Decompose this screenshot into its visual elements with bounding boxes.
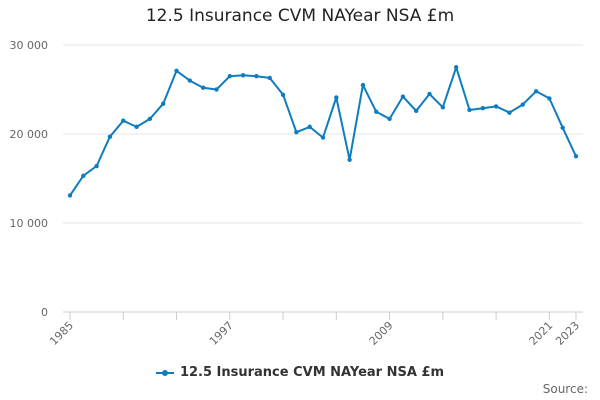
data-point[interactable] [427,91,432,97]
legend-line-marker-icon [155,368,174,378]
data-point[interactable] [307,124,312,130]
data-point[interactable] [467,107,472,113]
x-tick-label: 2021 [526,319,555,348]
y-tick-label: 20 000 [10,128,49,141]
data-point[interactable] [360,82,366,88]
legend[interactable]: 12.5 Insurance CVM NAYear NSA £m [0,365,600,382]
x-tick-label: 2009 [367,319,396,348]
y-tick-label: 10 000 [10,217,49,230]
series-line[interactable] [69,66,577,196]
data-point[interactable] [227,73,232,79]
source-credit: Source: [542,382,588,396]
series-line-group [67,65,579,198]
data-point[interactable] [320,135,326,140]
data-point[interactable] [94,163,99,169]
data-point[interactable] [573,154,579,159]
data-point[interactable] [374,109,379,114]
data-point[interactable] [453,65,459,70]
data-point[interactable] [520,102,525,107]
data-point[interactable] [240,73,246,78]
data-point[interactable] [200,85,206,90]
data-point[interactable] [533,89,539,94]
data-point[interactable] [254,73,259,79]
y-tick-label: 30 000 [10,39,49,52]
data-point[interactable] [161,101,166,106]
data-point[interactable] [67,193,73,198]
data-point[interactable] [81,173,86,179]
data-point[interactable] [493,104,499,109]
data-point[interactable] [414,108,419,114]
data-point[interactable] [187,78,193,83]
legend-item[interactable]: 12.5 Insurance CVM NAYear NSA £m [155,365,445,380]
data-point[interactable] [387,116,392,122]
data-point[interactable] [280,92,286,98]
data-point[interactable] [480,105,485,111]
data-point[interactable] [174,68,179,74]
y-tick-label: 0 [41,306,48,319]
data-point[interactable] [507,110,512,115]
data-point[interactable] [440,105,446,110]
y-axis-ticks: 0 10 000 20 000 30 000 [10,39,49,319]
data-point[interactable] [400,94,406,99]
data-point[interactable] [267,75,272,81]
data-point[interactable] [214,87,219,92]
chart-title: 12.5 Insurance CVM NAYear NSA £m [145,6,455,26]
data-point[interactable] [121,118,126,123]
x-tick-label: 2023 [553,319,582,348]
x-tick-label: 1985 [47,319,76,348]
grid-lines [63,44,583,224]
data-point[interactable] [347,157,352,163]
data-point[interactable] [547,96,552,101]
data-point[interactable] [107,134,113,139]
data-point[interactable] [334,95,339,100]
data-point[interactable] [134,124,139,130]
data-point[interactable] [147,116,153,122]
data-point[interactable] [560,125,565,130]
data-point[interactable] [294,130,299,135]
x-tick-label: 1997 [207,319,236,348]
legend-label: 12.5 Insurance CVM NAYear NSA £m [179,365,445,380]
